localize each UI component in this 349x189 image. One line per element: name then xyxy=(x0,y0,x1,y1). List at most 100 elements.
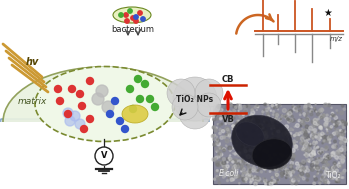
Circle shape xyxy=(227,129,230,133)
Circle shape xyxy=(298,111,299,112)
Circle shape xyxy=(290,174,292,176)
Circle shape xyxy=(281,172,283,175)
Circle shape xyxy=(314,176,315,177)
Circle shape xyxy=(311,120,314,123)
Circle shape xyxy=(325,159,327,161)
Circle shape xyxy=(223,166,227,170)
Circle shape xyxy=(273,163,275,166)
Circle shape xyxy=(276,114,279,116)
Circle shape xyxy=(279,143,282,146)
Circle shape xyxy=(279,141,282,143)
Circle shape xyxy=(231,174,235,178)
Bar xyxy=(0,122,210,189)
Circle shape xyxy=(328,149,329,150)
Circle shape xyxy=(344,143,346,145)
Circle shape xyxy=(259,165,262,169)
Circle shape xyxy=(306,118,310,121)
Circle shape xyxy=(308,135,309,136)
Circle shape xyxy=(285,164,287,166)
Circle shape xyxy=(321,109,324,111)
Circle shape xyxy=(225,139,229,143)
Circle shape xyxy=(262,127,264,129)
Circle shape xyxy=(237,141,238,142)
Circle shape xyxy=(224,112,225,113)
Circle shape xyxy=(317,169,318,170)
Circle shape xyxy=(270,183,271,184)
Circle shape xyxy=(236,153,237,154)
Circle shape xyxy=(319,134,322,137)
Circle shape xyxy=(295,169,296,170)
Circle shape xyxy=(315,144,316,145)
Circle shape xyxy=(315,133,317,134)
Circle shape xyxy=(311,153,314,156)
Circle shape xyxy=(334,165,335,166)
Circle shape xyxy=(301,120,303,122)
Circle shape xyxy=(291,115,293,118)
Circle shape xyxy=(254,155,257,158)
Circle shape xyxy=(250,181,252,183)
Circle shape xyxy=(229,136,230,137)
Circle shape xyxy=(255,137,258,140)
Circle shape xyxy=(329,170,333,173)
Text: hv: hv xyxy=(25,57,39,67)
Circle shape xyxy=(223,136,225,138)
Circle shape xyxy=(236,127,240,131)
Circle shape xyxy=(314,118,318,122)
Circle shape xyxy=(278,142,281,145)
Circle shape xyxy=(320,126,322,129)
Circle shape xyxy=(214,113,215,115)
Circle shape xyxy=(310,111,311,112)
Circle shape xyxy=(285,138,288,141)
Circle shape xyxy=(281,175,283,177)
Circle shape xyxy=(87,115,94,122)
Circle shape xyxy=(344,134,345,135)
Circle shape xyxy=(306,136,310,139)
Circle shape xyxy=(291,158,295,161)
Circle shape xyxy=(276,158,279,161)
Circle shape xyxy=(329,155,332,158)
Circle shape xyxy=(302,177,305,180)
Text: matrix: matrix xyxy=(18,97,47,105)
Circle shape xyxy=(275,166,279,170)
Circle shape xyxy=(87,77,94,84)
Circle shape xyxy=(285,177,287,179)
Circle shape xyxy=(248,149,251,150)
Circle shape xyxy=(259,162,261,165)
Circle shape xyxy=(332,171,335,173)
Circle shape xyxy=(343,122,347,126)
Circle shape xyxy=(229,149,231,151)
Circle shape xyxy=(263,120,267,123)
Circle shape xyxy=(245,162,247,164)
Circle shape xyxy=(294,155,295,156)
Circle shape xyxy=(252,167,255,170)
Circle shape xyxy=(310,105,311,106)
Circle shape xyxy=(214,158,217,161)
Circle shape xyxy=(283,161,285,162)
Circle shape xyxy=(245,119,248,122)
Circle shape xyxy=(253,124,254,125)
Circle shape xyxy=(242,140,245,144)
Circle shape xyxy=(268,154,270,157)
Circle shape xyxy=(219,157,220,158)
Circle shape xyxy=(296,137,299,140)
Bar xyxy=(213,104,346,184)
Circle shape xyxy=(217,139,218,140)
Circle shape xyxy=(226,168,227,169)
Circle shape xyxy=(262,156,266,160)
Circle shape xyxy=(220,118,222,120)
Circle shape xyxy=(316,167,319,170)
Circle shape xyxy=(292,181,293,182)
Circle shape xyxy=(306,169,310,172)
Circle shape xyxy=(219,128,221,131)
Circle shape xyxy=(239,183,240,184)
Circle shape xyxy=(259,125,262,128)
Circle shape xyxy=(234,166,237,169)
Circle shape xyxy=(342,130,343,132)
Circle shape xyxy=(255,169,258,173)
Circle shape xyxy=(246,174,248,176)
Circle shape xyxy=(306,155,307,156)
Circle shape xyxy=(65,111,72,118)
Circle shape xyxy=(339,151,342,153)
Circle shape xyxy=(212,134,215,137)
Circle shape xyxy=(327,153,328,155)
